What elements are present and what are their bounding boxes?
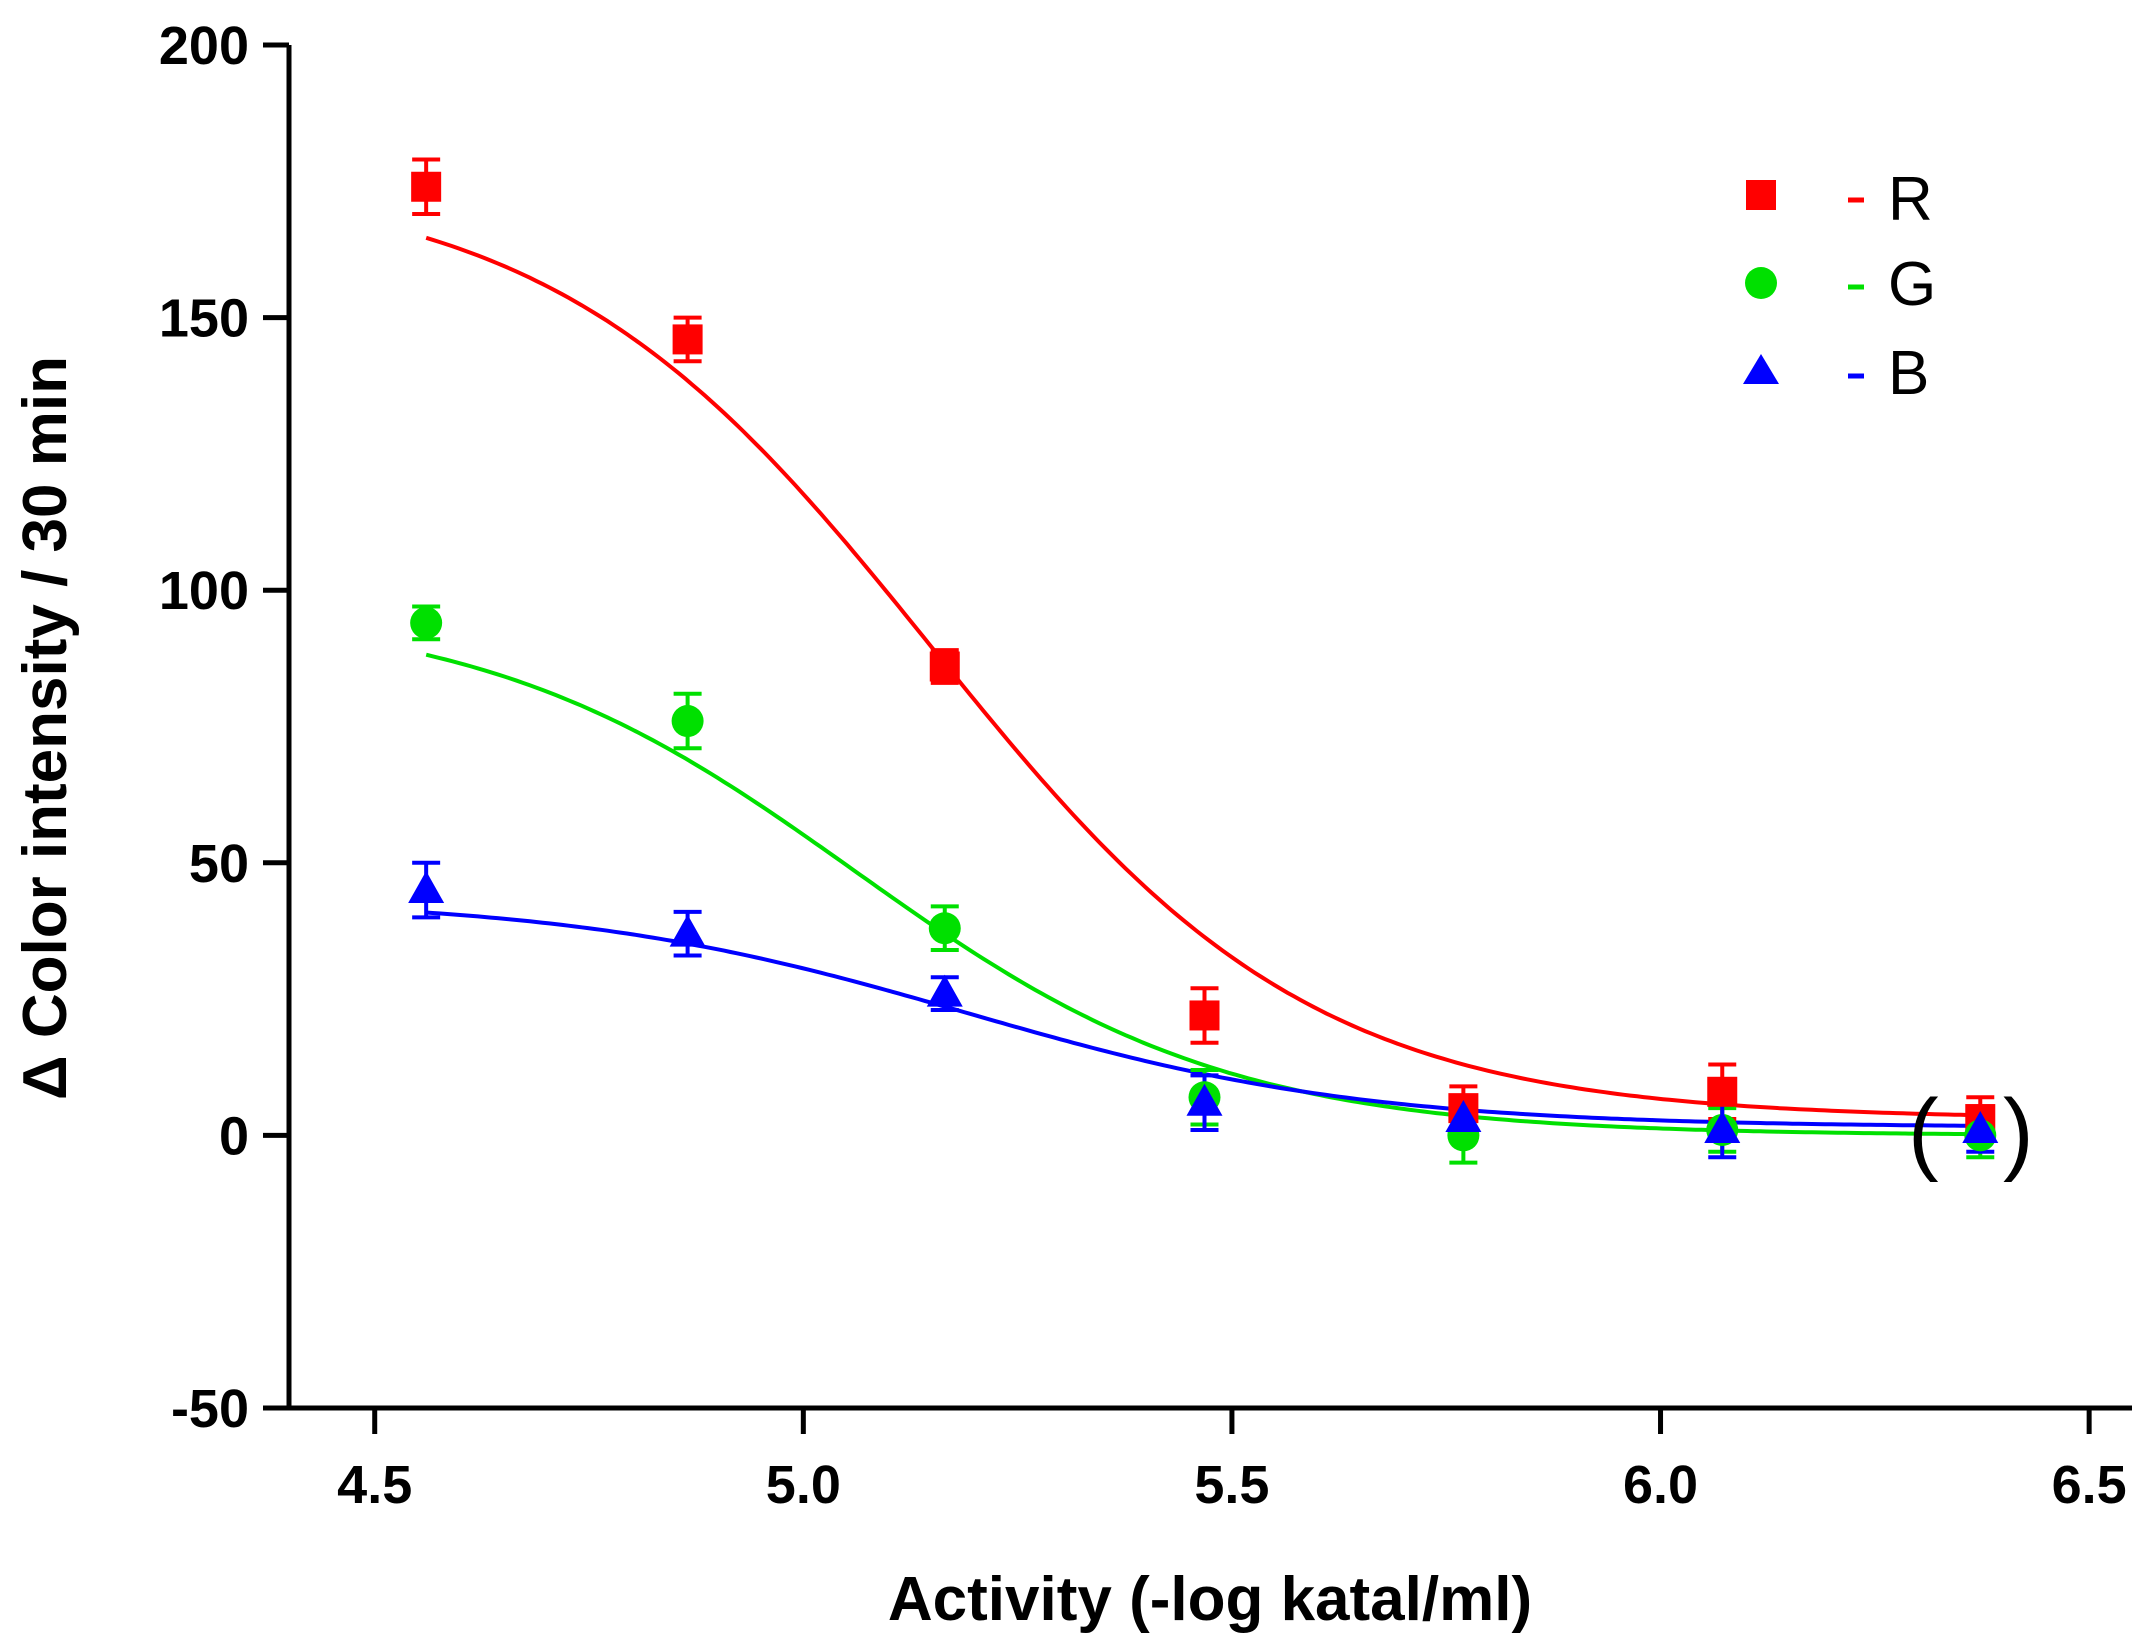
x-tick-label: 5.5 (1194, 1455, 1269, 1515)
legend-triangle-icon (1743, 354, 1779, 384)
data-point-r (1707, 1076, 1738, 1107)
data-point-g (928, 912, 961, 945)
legend-label-r: R (1888, 165, 1933, 234)
y-tick-label: 150 (159, 289, 249, 349)
x-tick-label: 4.5 (337, 1455, 412, 1515)
fit-curve-r (425, 235, 1981, 1118)
data-point-b (1445, 1100, 1482, 1133)
data-point-b (926, 974, 963, 1007)
legend: R G B (1743, 165, 1936, 408)
legend-label-g: G (1888, 250, 1936, 319)
data-point-b (669, 914, 706, 947)
x-ticks: 4.5 5.0 5.5 6.0 6.5 (337, 1408, 2127, 1515)
data-point-b (408, 871, 445, 904)
y-tick-label: 100 (159, 561, 249, 621)
y-tick-label: 200 (159, 16, 249, 76)
fit-curve-g (425, 652, 1981, 1137)
y-axis-title: Δ Color intensity / 30 min (11, 356, 80, 1100)
y-tick-label: -50 (171, 1379, 249, 1439)
data-point-b (1186, 1083, 1223, 1116)
legend-square-icon (1746, 180, 1776, 210)
annotation-right-paren: ) (2003, 1081, 2034, 1183)
x-tick-label: 6.0 (1623, 1455, 1698, 1515)
y-tick-label: 50 (189, 834, 249, 894)
data-point-b (1962, 1110, 1999, 1143)
legend-circle-icon (1745, 267, 1777, 299)
data-point-r (1189, 1000, 1220, 1031)
x-tick-label: 6.5 (2052, 1455, 2127, 1515)
y-tick-label: 0 (219, 1106, 249, 1166)
data-point-r (929, 651, 960, 682)
data-point-r (411, 171, 442, 202)
data-point-g (410, 606, 443, 639)
x-axis-title: Activity (-log katal/ml) (888, 1565, 1532, 1634)
x-tick-label: 5.0 (766, 1455, 841, 1515)
data-point-b (1704, 1110, 1741, 1143)
annotation-left-paren: ( (1908, 1081, 1939, 1183)
axes (286, 45, 2132, 1411)
data-markers (408, 171, 1999, 1152)
legend-label-b: B (1888, 339, 1929, 408)
data-point-r (672, 324, 703, 355)
y-ticks: -50 0 50 100 150 200 (159, 16, 289, 1439)
data-point-g (671, 705, 704, 738)
